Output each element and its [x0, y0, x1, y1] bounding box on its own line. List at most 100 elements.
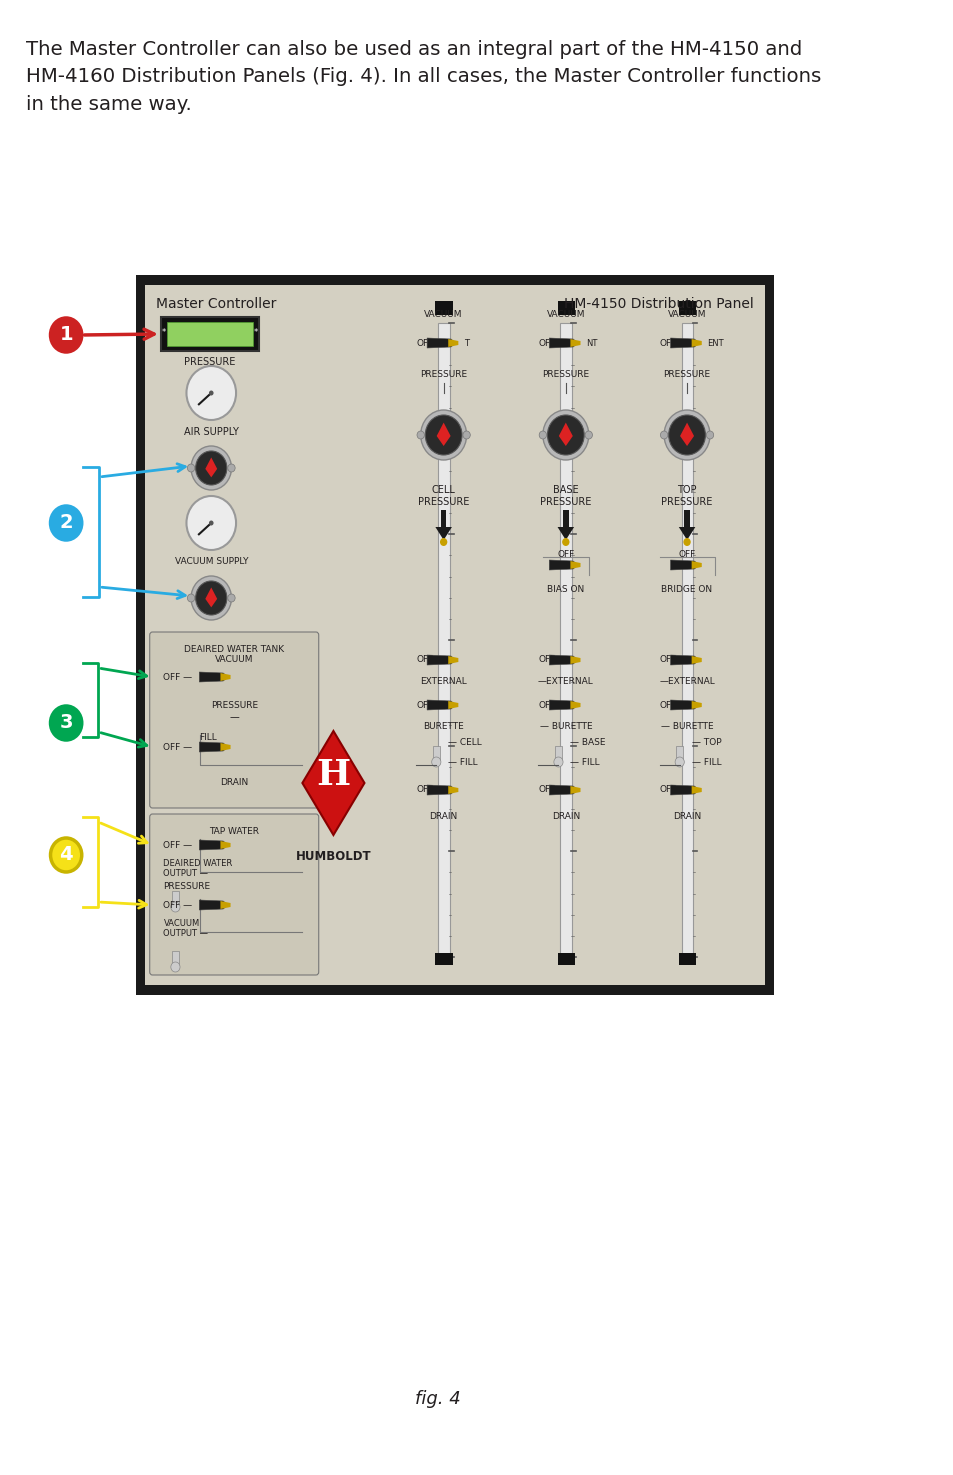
- Polygon shape: [570, 656, 580, 664]
- Text: The Master Controller can also be used as an integral part of the HM-4150 and
HM: The Master Controller can also be used a…: [26, 40, 821, 114]
- Text: PRESSURE: PRESSURE: [184, 357, 234, 367]
- Bar: [172, 891, 179, 906]
- Circle shape: [195, 451, 227, 485]
- Bar: [160, 317, 259, 351]
- Polygon shape: [558, 423, 572, 445]
- Polygon shape: [670, 655, 699, 665]
- Circle shape: [187, 594, 194, 602]
- Bar: [437, 323, 450, 957]
- Circle shape: [228, 594, 234, 602]
- Bar: [432, 746, 439, 760]
- Circle shape: [668, 414, 704, 454]
- Text: OFF: OFF: [416, 786, 433, 795]
- Polygon shape: [691, 339, 701, 347]
- Polygon shape: [427, 701, 456, 709]
- Text: — FILL: — FILL: [570, 758, 599, 767]
- Bar: [676, 746, 682, 760]
- Text: NT: NT: [585, 338, 597, 348]
- Polygon shape: [549, 338, 578, 348]
- Text: OFF: OFF: [659, 338, 676, 348]
- Text: BASE
PRESSURE: BASE PRESSURE: [539, 485, 591, 506]
- Bar: [435, 953, 453, 965]
- Polygon shape: [691, 701, 701, 709]
- Circle shape: [682, 538, 690, 546]
- Circle shape: [675, 757, 683, 767]
- Text: OFF: OFF: [537, 655, 555, 665]
- Polygon shape: [220, 743, 231, 751]
- Circle shape: [209, 391, 213, 395]
- Text: OFF —: OFF —: [163, 673, 193, 681]
- Text: — TOP: — TOP: [691, 738, 720, 746]
- Circle shape: [191, 445, 232, 490]
- Circle shape: [554, 757, 562, 767]
- Bar: [172, 951, 179, 965]
- Text: H: H: [316, 758, 350, 792]
- Text: PRESSURE: PRESSURE: [419, 370, 467, 379]
- Text: OFF: OFF: [537, 701, 555, 709]
- Bar: [680, 323, 693, 957]
- Polygon shape: [199, 742, 228, 752]
- Polygon shape: [691, 656, 701, 664]
- Text: PRESSURE: PRESSURE: [541, 370, 589, 379]
- Circle shape: [186, 366, 235, 420]
- Text: DEAIRED WATER TANK: DEAIRED WATER TANK: [184, 645, 284, 653]
- Text: AIR SUPPLY: AIR SUPPLY: [184, 426, 238, 437]
- Text: BRIDGE ON: BRIDGE ON: [660, 586, 712, 594]
- Circle shape: [171, 903, 180, 912]
- Polygon shape: [435, 527, 452, 540]
- Text: —EXTERNAL: —EXTERNAL: [537, 677, 593, 686]
- Polygon shape: [205, 457, 217, 478]
- Text: — CELL: — CELL: [448, 738, 481, 746]
- Text: OUTPUT —: OUTPUT —: [163, 929, 209, 938]
- Polygon shape: [679, 423, 694, 445]
- Circle shape: [705, 431, 713, 440]
- Polygon shape: [557, 527, 574, 540]
- Text: — BURETTE: — BURETTE: [660, 721, 713, 732]
- Text: T: T: [463, 338, 468, 348]
- Polygon shape: [205, 587, 217, 608]
- Text: TOP
PRESSURE: TOP PRESSURE: [660, 485, 712, 506]
- Polygon shape: [562, 510, 568, 527]
- Text: VACUUM: VACUUM: [163, 919, 199, 928]
- Polygon shape: [302, 732, 364, 835]
- Text: DRAIN: DRAIN: [672, 813, 700, 822]
- Text: — BURETTE: — BURETTE: [539, 721, 592, 732]
- Text: DEAIRED WATER: DEAIRED WATER: [163, 858, 233, 867]
- Bar: [555, 746, 561, 760]
- Circle shape: [584, 431, 592, 440]
- Text: Master Controller: Master Controller: [156, 296, 276, 311]
- FancyBboxPatch shape: [150, 631, 318, 808]
- Bar: [557, 953, 575, 965]
- Polygon shape: [691, 786, 701, 794]
- Polygon shape: [570, 339, 580, 347]
- Polygon shape: [199, 839, 228, 850]
- Circle shape: [51, 506, 82, 540]
- Text: CELL
PRESSURE: CELL PRESSURE: [417, 485, 469, 506]
- Polygon shape: [570, 560, 580, 569]
- Text: BURETTE: BURETTE: [423, 721, 463, 732]
- Text: VACUUM: VACUUM: [214, 655, 253, 664]
- Circle shape: [542, 410, 588, 460]
- Text: — BASE: — BASE: [570, 738, 605, 746]
- Text: OFF: OFF: [416, 655, 433, 665]
- Text: PRESSURE: PRESSURE: [662, 370, 710, 379]
- Text: *: *: [161, 329, 166, 338]
- Polygon shape: [436, 423, 450, 445]
- Text: VACUUM SUPPLY: VACUUM SUPPLY: [174, 558, 248, 566]
- Circle shape: [51, 707, 82, 740]
- Circle shape: [432, 757, 440, 767]
- Polygon shape: [220, 673, 231, 681]
- Polygon shape: [220, 901, 231, 909]
- Text: OFF: OFF: [659, 655, 676, 665]
- Circle shape: [191, 577, 232, 620]
- Circle shape: [195, 581, 227, 615]
- Polygon shape: [199, 673, 228, 681]
- Polygon shape: [570, 701, 580, 709]
- Bar: [145, 285, 764, 985]
- Polygon shape: [670, 701, 699, 709]
- Text: 3: 3: [59, 712, 72, 732]
- Text: ENT: ENT: [706, 338, 723, 348]
- Circle shape: [51, 838, 82, 872]
- Text: *: *: [253, 329, 258, 338]
- Bar: [435, 301, 453, 316]
